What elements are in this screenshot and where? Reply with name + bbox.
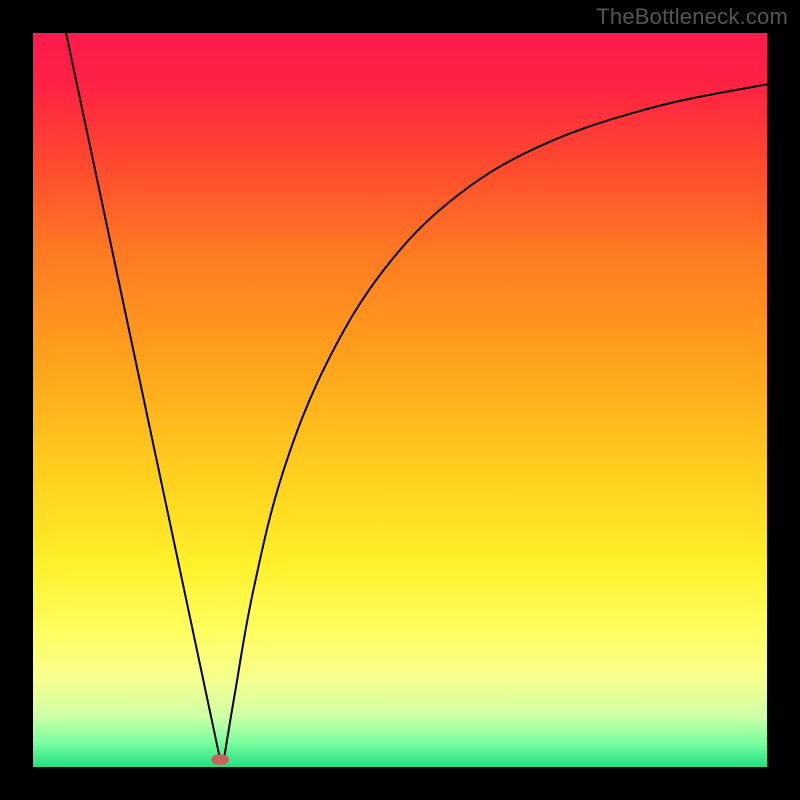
chart-frame: TheBottleneck.com [0,0,800,800]
watermark-text: TheBottleneck.com [596,4,788,30]
optimal-marker [211,755,229,765]
plot-svg [0,0,800,800]
